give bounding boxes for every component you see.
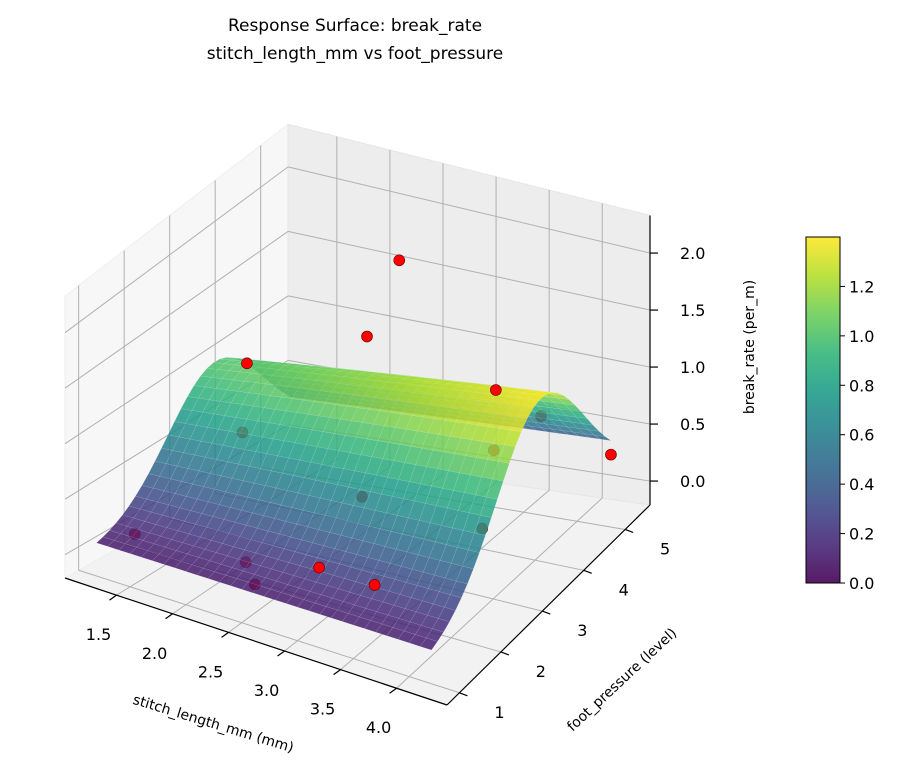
surface-patch xyxy=(450,580,468,598)
surface-patch xyxy=(563,403,582,412)
surface-patch xyxy=(581,423,600,432)
x-tick xyxy=(165,613,173,620)
surface-patch xyxy=(438,607,456,622)
y-tick-label: 1 xyxy=(494,703,504,722)
x-tick-label: 1.5 xyxy=(86,625,111,644)
surface-patch xyxy=(516,406,534,419)
colorbar-tick-label: 0.4 xyxy=(849,475,874,494)
z-tick-label: 0.0 xyxy=(680,472,705,491)
z-gridline xyxy=(287,295,651,368)
surface-patch xyxy=(594,434,612,441)
colorbar-tick-label: 0.8 xyxy=(849,376,874,395)
chart-title: Response Surface: break_rate xyxy=(228,16,482,36)
x-gridline xyxy=(396,497,603,689)
colorbar-tick-label: 1.0 xyxy=(849,327,874,346)
x-tick xyxy=(277,650,285,657)
z-tick-label: 1.5 xyxy=(680,301,705,320)
y-gridline xyxy=(78,569,460,694)
surface-patch xyxy=(420,637,438,651)
y-tick-label: 2 xyxy=(536,662,546,681)
surface-patch xyxy=(527,393,546,401)
x-tick xyxy=(221,631,229,638)
colorbar-tick-label: 0.2 xyxy=(849,525,874,544)
x-tick-label: 3.5 xyxy=(310,700,335,719)
y-tick-label: 3 xyxy=(577,621,587,640)
y-axis-line xyxy=(446,504,651,706)
x-tick-label: 3.0 xyxy=(254,681,279,700)
y-tick xyxy=(583,569,592,574)
y-tick xyxy=(542,610,551,615)
y-tick-label: 4 xyxy=(619,580,629,599)
x-tick-label: 2.5 xyxy=(198,662,223,681)
surface-patch xyxy=(587,429,606,437)
z-gridline xyxy=(287,166,651,254)
z-tick-label: 1.0 xyxy=(680,358,705,377)
x-tick xyxy=(109,594,117,601)
data-point xyxy=(605,448,617,461)
y-tick xyxy=(459,692,468,697)
colorbar-tick-label: 1.2 xyxy=(849,277,874,296)
data-point xyxy=(241,357,253,370)
z-tick-label: 0.5 xyxy=(680,415,705,434)
colorbar-tick-label: 0.6 xyxy=(849,426,874,445)
surface-patch xyxy=(534,391,552,396)
x-tick xyxy=(333,669,341,676)
z-axis-label: break_rate (per_m) xyxy=(742,280,758,414)
x-tick-label: 4.0 xyxy=(366,718,391,737)
data-point xyxy=(368,579,381,591)
y-axis-label: foot_pressure (level) xyxy=(564,625,680,735)
surface-patch xyxy=(492,461,510,482)
x-tick xyxy=(389,687,397,694)
y-tick xyxy=(500,651,510,656)
data-point xyxy=(393,254,406,267)
x-tick-label: 2.0 xyxy=(142,644,167,663)
y-tick xyxy=(624,528,634,534)
z-gridline xyxy=(64,166,289,334)
z-gridline xyxy=(287,230,651,311)
x-axis-label: stitch_length_mm (mm) xyxy=(131,692,296,756)
surface-patch xyxy=(480,496,498,518)
data-point xyxy=(361,330,373,343)
surface-patch xyxy=(510,417,528,432)
surface-patch xyxy=(569,410,588,419)
z-tick-label: 2.0 xyxy=(680,244,705,263)
colorbar-tick-label: 0.0 xyxy=(849,574,874,593)
data-point xyxy=(490,384,502,396)
z-gridline xyxy=(64,231,289,389)
z-gridline xyxy=(64,295,289,445)
x-axis-line xyxy=(64,577,448,706)
surface-patch xyxy=(522,398,540,409)
surface-patch xyxy=(575,416,594,426)
colorbar xyxy=(805,236,841,584)
chart-subtitle: stitch_length_mm vs foot_pressure xyxy=(207,44,503,64)
y-tick-label: 5 xyxy=(660,539,670,558)
data-point xyxy=(313,561,325,574)
